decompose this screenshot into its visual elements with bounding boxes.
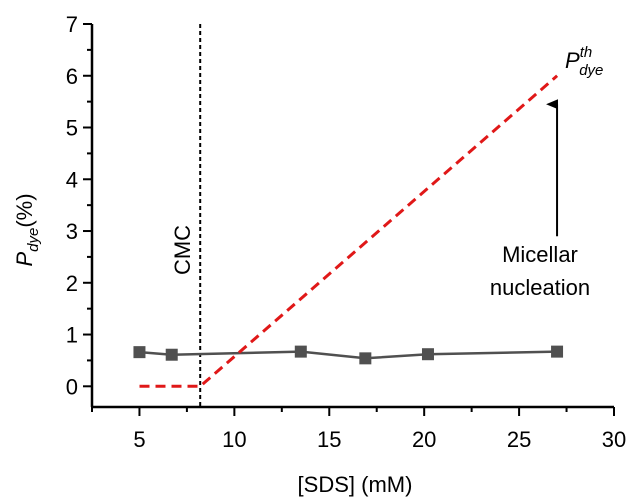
y-tick-label: 7 (66, 12, 78, 37)
series (133, 74, 564, 388)
series-0-line (139, 350, 558, 360)
y-tick-label: 3 (66, 219, 78, 244)
pth-label-sup: th (580, 44, 593, 61)
annotations (199, 24, 559, 407)
y-tick-label: 2 (66, 271, 78, 296)
series-0-point (421, 348, 434, 361)
cmc-label: CMC (170, 225, 195, 275)
x-tick-label: 5 (133, 427, 145, 452)
y-axis-label: Pdye(%) (12, 193, 42, 266)
x-tick-label: 30 (602, 427, 626, 452)
pth-label-base: P (565, 48, 580, 73)
y-axis-label-sub: dye (25, 228, 42, 252)
y-tick-label: 0 (66, 374, 78, 399)
series-0-point (294, 345, 307, 358)
y-axis-ticks: 0 1 2 3 4 5 6 7 (66, 12, 92, 399)
x-tick-label: 20 (412, 427, 436, 452)
y-axis-label-base: P (12, 252, 37, 267)
x-tick-label: 10 (222, 427, 246, 452)
series-0-point (359, 352, 372, 365)
y-tick-label: 6 (66, 64, 78, 89)
series-1-line (139, 74, 559, 388)
series-0-point (551, 345, 564, 358)
pth-label-sub: dye (579, 62, 603, 79)
series-0-point (133, 346, 146, 359)
x-tick-label: 25 (507, 427, 531, 452)
nucleation-label: nucleation (490, 275, 590, 300)
y-tick-label: 5 (66, 116, 78, 141)
series-0-point (165, 348, 178, 361)
y-axis-label-unit: (%) (12, 193, 37, 227)
x-tick-label: 15 (317, 427, 341, 452)
y-tick-label: 1 (66, 323, 78, 348)
y-tick-label: 4 (66, 167, 78, 192)
pth-label: Pth dye (565, 44, 603, 79)
x-axis-ticks: 5 10 15 20 25 30 (91, 407, 626, 452)
micellar-label: Micellar (502, 242, 578, 267)
axes (90, 24, 614, 409)
x-axis-label: [SDS] (mM) (298, 472, 413, 497)
